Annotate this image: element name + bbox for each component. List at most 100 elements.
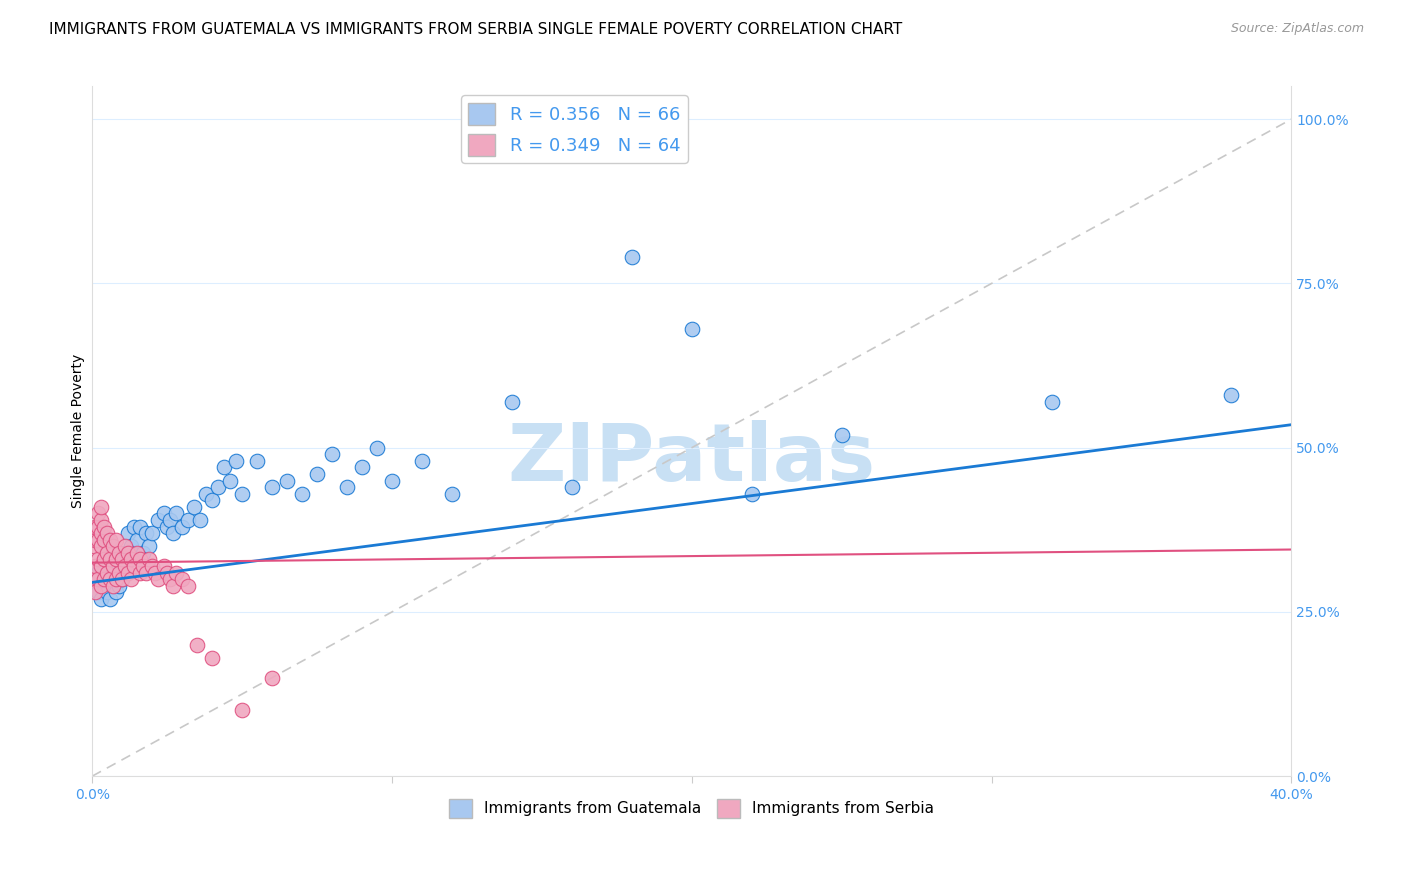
Point — [105, 585, 128, 599]
Point — [1220, 388, 1243, 402]
Point — [108, 566, 131, 580]
Point — [146, 513, 169, 527]
Point — [114, 539, 136, 553]
Point — [111, 566, 134, 580]
Point — [101, 579, 124, 593]
Point — [1040, 394, 1063, 409]
Point — [105, 533, 128, 547]
Point — [96, 526, 118, 541]
Point — [93, 552, 115, 566]
Point — [101, 558, 124, 573]
Point — [87, 585, 110, 599]
Point — [231, 486, 253, 500]
Point — [87, 507, 110, 521]
Point — [122, 558, 145, 573]
Point — [231, 703, 253, 717]
Point — [84, 519, 107, 533]
Point — [201, 493, 224, 508]
Point — [111, 572, 134, 586]
Point — [135, 526, 157, 541]
Point — [146, 572, 169, 586]
Point — [96, 585, 118, 599]
Point — [207, 480, 229, 494]
Point — [681, 322, 703, 336]
Point — [93, 533, 115, 547]
Point — [212, 460, 235, 475]
Point — [260, 671, 283, 685]
Point — [96, 566, 118, 580]
Point — [84, 533, 107, 547]
Text: IMMIGRANTS FROM GUATEMALA VS IMMIGRANTS FROM SERBIA SINGLE FEMALE POVERTY CORREL: IMMIGRANTS FROM GUATEMALA VS IMMIGRANTS … — [49, 22, 903, 37]
Point — [101, 566, 124, 580]
Point — [225, 454, 247, 468]
Point — [165, 566, 187, 580]
Point — [141, 558, 163, 573]
Point — [156, 519, 179, 533]
Point — [350, 460, 373, 475]
Point — [93, 572, 115, 586]
Point — [111, 572, 134, 586]
Point — [135, 566, 157, 580]
Point — [90, 500, 112, 514]
Point — [153, 507, 176, 521]
Point — [138, 539, 160, 553]
Point — [120, 572, 142, 586]
Point — [162, 526, 184, 541]
Point — [111, 552, 134, 566]
Point — [411, 454, 433, 468]
Point — [153, 558, 176, 573]
Point — [101, 539, 124, 553]
Point — [98, 591, 121, 606]
Point — [98, 533, 121, 547]
Point — [98, 572, 121, 586]
Point — [831, 427, 853, 442]
Point — [620, 250, 643, 264]
Point — [90, 591, 112, 606]
Y-axis label: Single Female Poverty: Single Female Poverty — [72, 354, 86, 508]
Point — [117, 526, 139, 541]
Point — [101, 579, 124, 593]
Point — [117, 546, 139, 560]
Point — [141, 526, 163, 541]
Point — [90, 526, 112, 541]
Point — [105, 552, 128, 566]
Point — [201, 651, 224, 665]
Point — [177, 513, 200, 527]
Point — [114, 546, 136, 560]
Point — [90, 579, 112, 593]
Point — [120, 552, 142, 566]
Point — [132, 546, 155, 560]
Point — [159, 513, 181, 527]
Text: ZIPatlas: ZIPatlas — [508, 420, 876, 498]
Point — [108, 558, 131, 573]
Point — [96, 572, 118, 586]
Point — [501, 394, 523, 409]
Point — [105, 572, 128, 586]
Point — [172, 519, 194, 533]
Point — [83, 539, 105, 553]
Point — [105, 572, 128, 586]
Point — [741, 486, 763, 500]
Point — [162, 579, 184, 593]
Point — [87, 533, 110, 547]
Point — [291, 486, 314, 500]
Point — [127, 533, 149, 547]
Point — [129, 566, 152, 580]
Point — [87, 566, 110, 580]
Point — [172, 572, 194, 586]
Point — [108, 579, 131, 593]
Point — [129, 519, 152, 533]
Point — [93, 579, 115, 593]
Point — [132, 558, 155, 573]
Point — [84, 558, 107, 573]
Point — [90, 558, 112, 573]
Point — [186, 638, 208, 652]
Point — [93, 519, 115, 533]
Point — [129, 552, 152, 566]
Point — [156, 566, 179, 580]
Point — [561, 480, 583, 494]
Point — [260, 480, 283, 494]
Point — [246, 454, 269, 468]
Point — [177, 579, 200, 593]
Point — [98, 566, 121, 580]
